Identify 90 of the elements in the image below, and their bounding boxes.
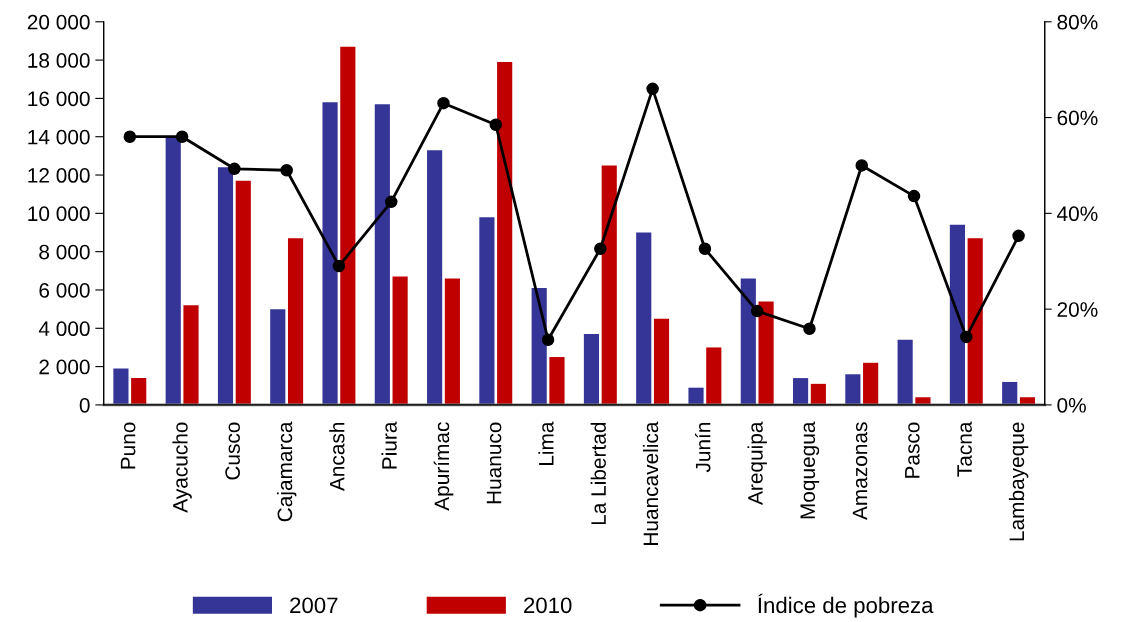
- bar: [949, 224, 965, 405]
- bar: [583, 334, 600, 405]
- bar: [549, 357, 565, 405]
- y-tick-label: 12 000: [28, 168, 90, 183]
- y-tick-label: 4 000: [38, 321, 90, 337]
- bar: [444, 278, 460, 405]
- x-tick-label: Huancavelica: [642, 421, 659, 545]
- y2-tick-label: 60%: [1057, 110, 1098, 126]
- bar: [374, 104, 390, 405]
- y-tick-label: 8 000: [39, 244, 90, 260]
- y-tick-label: 14 000: [28, 129, 90, 145]
- y-tick-label: 0: [79, 397, 90, 413]
- x-tick-label: Amazonas: [852, 422, 868, 520]
- point: [541, 333, 555, 347]
- bar: [479, 217, 495, 405]
- bar: [845, 374, 861, 405]
- bar: [113, 368, 129, 405]
- y-tick-label: 2 000: [39, 359, 90, 375]
- bar: [340, 46, 356, 405]
- y2-tick-label: 40%: [1057, 206, 1098, 222]
- y-tick-label: 10 000: [28, 206, 90, 222]
- bar: [601, 165, 617, 405]
- bar: [392, 276, 408, 405]
- bar: [217, 167, 234, 405]
- y-tick-label: 20 000: [27, 14, 90, 30]
- point: [228, 162, 241, 176]
- bar: [758, 301, 774, 405]
- x-tick-label: Puno: [120, 422, 136, 469]
- point: [280, 163, 293, 177]
- x-tick-label: Moquegua: [800, 421, 820, 519]
- point: [175, 130, 189, 143]
- bar: [287, 238, 304, 405]
- bar: [810, 383, 826, 405]
- point: [489, 118, 503, 131]
- x-tick-label: Pasco: [905, 422, 920, 478]
- bar: [706, 347, 722, 405]
- bar: [636, 232, 652, 405]
- bar: [1002, 381, 1018, 405]
- bar: [688, 387, 704, 405]
- bar: [131, 378, 147, 405]
- bar: [1019, 397, 1036, 405]
- point: [646, 82, 659, 96]
- x-tick-label: Arequipa: [747, 421, 767, 505]
- bar: [793, 378, 809, 405]
- x-tick-label: Piura: [381, 421, 397, 469]
- bar: [270, 309, 286, 405]
- legend-label: 2010: [524, 597, 572, 614]
- bar: [967, 238, 983, 405]
- bar: [740, 278, 756, 405]
- x-tick-label: Ancash: [329, 422, 345, 492]
- point: [907, 189, 921, 203]
- bar: [897, 339, 913, 405]
- legend-label: 2007: [290, 597, 338, 614]
- point: [855, 159, 868, 172]
- y-tick-label: 6 000: [39, 282, 90, 298]
- y2-tick-label: 80%: [1057, 14, 1098, 30]
- legend-label: Índice de pobreza: [758, 593, 934, 618]
- bar: [183, 305, 199, 405]
- y-tick-label: 18 000: [28, 53, 90, 68]
- bar: [235, 180, 251, 405]
- bar: [863, 362, 879, 405]
- x-tick-label: Apurímac: [433, 422, 454, 511]
- point: [123, 130, 137, 143]
- point: [332, 259, 346, 273]
- bar: [427, 150, 443, 405]
- point: [960, 330, 973, 344]
- bar: [322, 102, 338, 405]
- y2-tick-label: 0%: [1057, 397, 1086, 413]
- bar: [653, 318, 670, 405]
- point: [594, 242, 607, 256]
- point: [437, 96, 450, 110]
- x-tick-label: Cusco: [225, 422, 240, 480]
- point: [803, 322, 816, 336]
- point: [698, 242, 712, 256]
- x-tick-label: Lambayeque: [1008, 422, 1029, 541]
- x-tick-label: Tacna: [957, 421, 972, 477]
- point: [384, 195, 398, 209]
- bar: [497, 62, 513, 405]
- x-tick-label: Lima: [538, 421, 554, 466]
- y-tick-label: 16 000: [28, 91, 90, 107]
- point: [750, 304, 764, 318]
- x-tick-label: Huanuco: [486, 422, 502, 504]
- x-tick-label: Cajamarca: [276, 421, 297, 522]
- y2-tick-label: 20%: [1057, 302, 1098, 317]
- x-tick-label: Ayacucho: [172, 422, 192, 513]
- point: [1012, 229, 1025, 243]
- bar: [915, 397, 931, 405]
- x-tick-label: La Libertad: [590, 422, 606, 525]
- x-tick-label: Junín: [694, 422, 711, 473]
- bar: [165, 136, 181, 405]
